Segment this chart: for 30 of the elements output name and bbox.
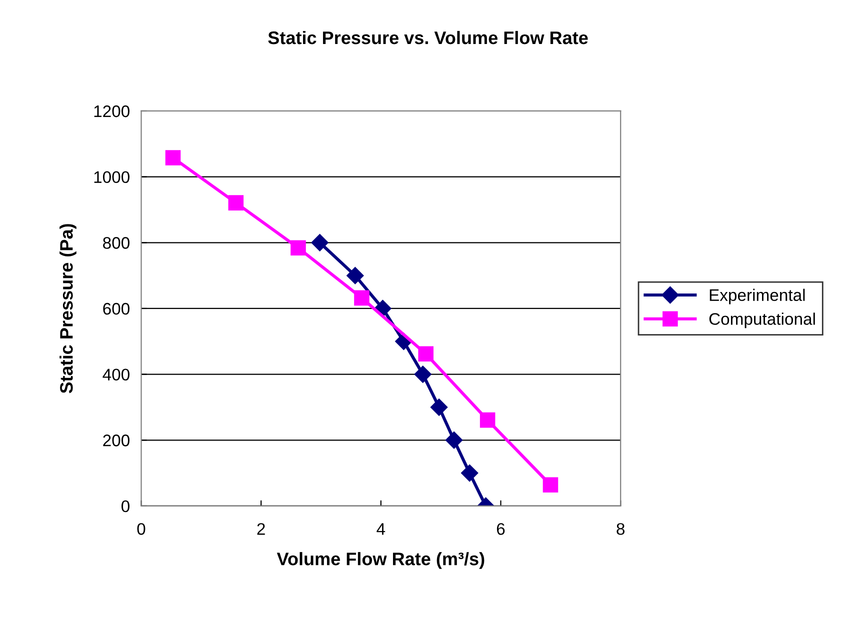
point — [311, 234, 328, 252]
point — [414, 366, 432, 383]
x-tick-label: 2 — [257, 523, 265, 535]
chart-title: Static Pressure vs. Volume Flow Rate — [268, 30, 588, 44]
y-tick-label: 800 — [103, 237, 130, 249]
y-tick-label: 1000 — [94, 171, 130, 184]
point — [480, 412, 496, 428]
point — [542, 477, 558, 493]
point — [445, 432, 463, 449]
point — [418, 346, 434, 362]
point — [228, 195, 244, 210]
y-tick-label: 200 — [103, 434, 130, 446]
legend-label: Computational — [709, 312, 815, 328]
y-tick-label: 1200 — [94, 105, 130, 118]
y-tick-label: 0 — [122, 500, 130, 512]
point — [290, 240, 306, 256]
point — [430, 398, 448, 416]
x-tick-label: 4 — [376, 523, 386, 535]
x-tick-label: 6 — [496, 523, 505, 535]
x-tick-label: 8 — [616, 523, 625, 535]
point — [165, 150, 181, 166]
point — [346, 267, 364, 284]
y-tick-label: 600 — [103, 302, 130, 315]
point — [354, 290, 370, 306]
y-tick-label: 400 — [102, 368, 130, 381]
legend-label: Experimental — [710, 288, 805, 304]
point — [461, 464, 478, 482]
x-axis-title: Volume Flow Rate (m³/s) — [276, 552, 484, 569]
y-axis-title: Static Pressure (Pa) — [60, 224, 76, 394]
x-tick-label: 0 — [137, 523, 146, 535]
